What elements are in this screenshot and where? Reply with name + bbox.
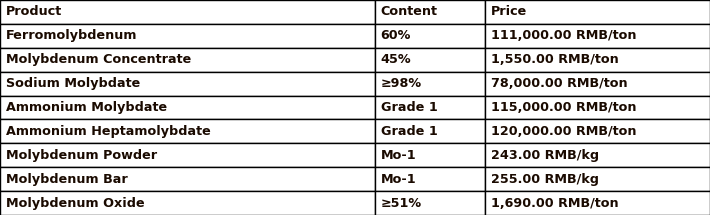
Text: 243.00 RMB/kg: 243.00 RMB/kg bbox=[491, 149, 599, 162]
Bar bbox=[375, 72, 485, 95]
Text: Ammonium Heptamolybdate: Ammonium Heptamolybdate bbox=[6, 125, 210, 138]
Text: 120,000.00 RMB/ton: 120,000.00 RMB/ton bbox=[491, 125, 636, 138]
Text: Molybdenum Oxide: Molybdenum Oxide bbox=[6, 197, 144, 210]
Bar bbox=[375, 24, 485, 48]
Bar bbox=[485, 120, 710, 143]
Text: ≥51%: ≥51% bbox=[381, 197, 422, 210]
Text: Mo-1: Mo-1 bbox=[381, 173, 416, 186]
Text: Molybdenum Concentrate: Molybdenum Concentrate bbox=[6, 53, 191, 66]
Text: Grade 1: Grade 1 bbox=[381, 125, 437, 138]
Text: 60%: 60% bbox=[381, 29, 411, 42]
Bar bbox=[375, 0, 485, 24]
Bar bbox=[0, 48, 375, 72]
Bar bbox=[375, 143, 485, 167]
Text: 1,690.00 RMB/ton: 1,690.00 RMB/ton bbox=[491, 197, 618, 210]
Text: 78,000.00 RMB/ton: 78,000.00 RMB/ton bbox=[491, 77, 628, 90]
Bar bbox=[0, 0, 375, 24]
Text: Molybdenum Bar: Molybdenum Bar bbox=[6, 173, 127, 186]
Bar bbox=[375, 167, 485, 191]
Text: 1,550.00 RMB/ton: 1,550.00 RMB/ton bbox=[491, 53, 618, 66]
Text: Ferromolybdenum: Ferromolybdenum bbox=[6, 29, 137, 42]
Bar bbox=[375, 95, 485, 120]
Bar bbox=[485, 0, 710, 24]
Text: 255.00 RMB/kg: 255.00 RMB/kg bbox=[491, 173, 599, 186]
Bar bbox=[485, 191, 710, 215]
Bar bbox=[0, 167, 375, 191]
Bar bbox=[0, 72, 375, 95]
Bar bbox=[0, 191, 375, 215]
Bar bbox=[485, 48, 710, 72]
Bar bbox=[485, 167, 710, 191]
Bar bbox=[375, 120, 485, 143]
Text: Sodium Molybdate: Sodium Molybdate bbox=[6, 77, 140, 90]
Bar bbox=[485, 143, 710, 167]
Text: ≥98%: ≥98% bbox=[381, 77, 422, 90]
Text: 115,000.00 RMB/ton: 115,000.00 RMB/ton bbox=[491, 101, 636, 114]
Bar bbox=[375, 48, 485, 72]
Bar bbox=[485, 24, 710, 48]
Bar bbox=[485, 95, 710, 120]
Bar bbox=[0, 95, 375, 120]
Bar bbox=[0, 120, 375, 143]
Text: 111,000.00 RMB/ton: 111,000.00 RMB/ton bbox=[491, 29, 636, 42]
Text: 45%: 45% bbox=[381, 53, 411, 66]
Text: Grade 1: Grade 1 bbox=[381, 101, 437, 114]
Text: Price: Price bbox=[491, 5, 527, 18]
Text: Ammonium Molybdate: Ammonium Molybdate bbox=[6, 101, 167, 114]
Text: Molybdenum Powder: Molybdenum Powder bbox=[6, 149, 157, 162]
Text: Mo-1: Mo-1 bbox=[381, 149, 416, 162]
Text: Product: Product bbox=[6, 5, 62, 18]
Bar bbox=[485, 72, 710, 95]
Text: Content: Content bbox=[381, 5, 437, 18]
Bar bbox=[0, 24, 375, 48]
Bar bbox=[375, 191, 485, 215]
Bar bbox=[0, 143, 375, 167]
